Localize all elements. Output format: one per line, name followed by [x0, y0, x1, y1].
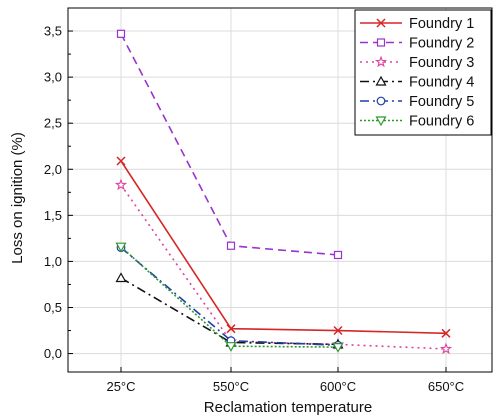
- data-point: [439, 342, 453, 355]
- y-tick-label: 0,5: [44, 300, 62, 315]
- legend-marker: [376, 18, 386, 28]
- y-tick-label: 1,5: [44, 208, 62, 223]
- data-point: [115, 242, 127, 253]
- y-tick-label: 0,0: [44, 346, 62, 361]
- plot-frame: [67, 7, 493, 373]
- data-point: [333, 326, 343, 336]
- legend-entry: Foundry 2: [360, 36, 474, 52]
- data-point: [441, 328, 451, 338]
- y-tick-label: 3,5: [44, 24, 62, 39]
- legend-marker: [376, 96, 386, 106]
- legend: Foundry 1 Foundry 2 Foundry 3 Foundry 4 Foun…: [354, 9, 492, 136]
- series-1: [116, 156, 451, 338]
- series-2: [116, 29, 343, 260]
- series-layer: [114, 29, 453, 355]
- legend-box: [354, 9, 492, 136]
- data-point: [114, 178, 128, 191]
- series-line: [120, 33, 339, 256]
- legend-label: Foundry 2: [409, 36, 474, 52]
- legend-entry: Foundry 5: [360, 94, 474, 110]
- series-line: [120, 277, 339, 346]
- y-tick-label: 3,0: [44, 70, 62, 85]
- legend-label: Foundry 4: [409, 75, 474, 91]
- data-point: [116, 156, 126, 166]
- y-axis-label: Loss on ignition (%): [9, 132, 26, 264]
- data-point: [225, 342, 237, 352]
- legend-entry: Foundry 4: [360, 75, 474, 91]
- x-axis-label: Reclamation temperature: [204, 399, 372, 416]
- series-6: [115, 242, 344, 353]
- data-point: [116, 29, 126, 38]
- data-point: [332, 343, 344, 353]
- x-tick-label: 550°C: [213, 379, 249, 394]
- legend-marker: [375, 116, 387, 127]
- series-3: [114, 178, 453, 355]
- tick-layer: 0,0 0,5 1,0 1,5 2,0 2,5 3,0 3,5 25°C 550°C 600°C 65…: [44, 24, 464, 394]
- data-point: [226, 324, 236, 334]
- legend-entry: Foundry 3: [360, 55, 474, 71]
- x-tick-label: 650°C: [428, 379, 464, 394]
- legend-entry: Foundry 6: [360, 114, 474, 130]
- y-tick-label: 2,5: [44, 116, 62, 131]
- series-line: [120, 160, 447, 335]
- series-line: [120, 246, 339, 347]
- series-5: [116, 243, 343, 350]
- legend-marker: [374, 55, 388, 68]
- series-line: [120, 184, 447, 350]
- data-point: [333, 250, 343, 260]
- x-tick-label: 25°C: [106, 379, 135, 394]
- legend-marker: [376, 38, 386, 47]
- legend-label: Foundry 6: [409, 114, 474, 130]
- data-point: [226, 241, 236, 250]
- legend-entry: Foundry 1: [360, 16, 474, 32]
- legend-marker: [375, 75, 387, 86]
- legend-label: Foundry 1: [409, 16, 474, 32]
- y-tick-label: 2,0: [44, 162, 62, 177]
- legend-label: Foundry 5: [409, 94, 474, 110]
- legend-label: Foundry 3: [409, 55, 474, 71]
- y-tick-label: 1,0: [44, 254, 62, 269]
- x-tick-label: 600°C: [320, 379, 356, 394]
- data-point: [115, 272, 127, 283]
